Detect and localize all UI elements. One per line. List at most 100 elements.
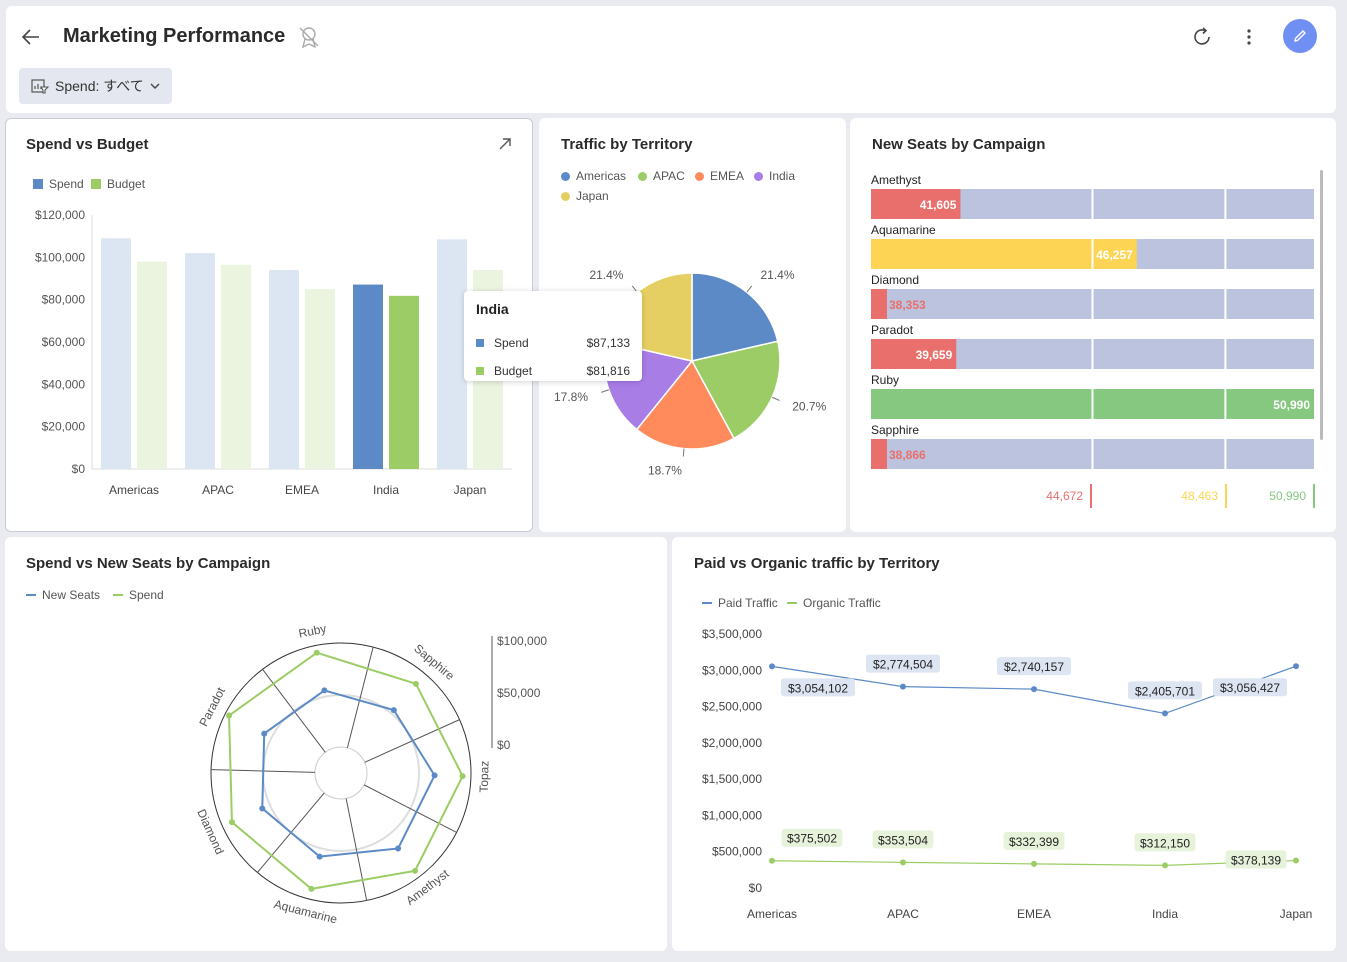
legend-spend-swatch <box>33 179 43 189</box>
data-label: $2,405,701 <box>1135 684 1195 698</box>
seats-bar <box>871 289 887 319</box>
data-label: $2,774,504 <box>873 658 933 672</box>
x-tick-label: APAC <box>202 483 234 497</box>
radar-point <box>390 707 397 714</box>
legend-dot <box>754 171 763 181</box>
arrow-left-icon <box>21 29 39 45</box>
data-label: $353,504 <box>878 833 928 847</box>
data-label: $375,502 <box>787 832 837 846</box>
new-seats-chart[interactable]: Amethyst 41,605 Aquamarine 46,257 Diamond 38,… <box>850 168 1336 518</box>
scrollbar[interactable] <box>1320 170 1323 440</box>
traffic-territory-title: Traffic by Territory <box>561 136 693 153</box>
legend-label: EMEA <box>710 169 745 183</box>
back-button[interactable] <box>18 24 44 50</box>
data-label: $378,139 <box>1231 854 1281 868</box>
edit-button[interactable] <box>1283 19 1317 53</box>
legend-emea[interactable]: EMEA <box>695 169 744 183</box>
data-label: $2,740,157 <box>1004 660 1064 674</box>
expand-arrow-icon <box>499 138 511 150</box>
bar-budget <box>305 289 335 469</box>
pie-slice-americas <box>691 272 779 362</box>
legend-spend-line-swatch <box>113 594 123 596</box>
bar-spend <box>269 270 299 469</box>
seats-value: 38,866 <box>889 448 926 462</box>
legend-dot <box>638 171 647 181</box>
radar-series-spend <box>228 651 464 890</box>
radar-scale-label: $50,000 <box>497 686 541 700</box>
radar-inner-ring <box>314 746 368 800</box>
tooltip-value: $87,133 <box>586 336 630 350</box>
data-label: $332,399 <box>1009 835 1059 849</box>
bar-budget <box>389 295 419 469</box>
campaign-label: Sapphire <box>871 423 919 437</box>
paid-organic-chart[interactable]: $0 $500,000 $1,000,000 $1,500,000 $2,000,000… <box>672 620 1336 930</box>
x-tick-label: India <box>373 483 399 497</box>
bar-budget <box>221 264 251 469</box>
data-label-bg <box>1213 678 1287 697</box>
more-options-button[interactable] <box>1238 24 1260 50</box>
bar-budget <box>137 261 167 469</box>
y-tick-label: $0 <box>749 881 763 895</box>
spend-filter-chip[interactable]: Spend: すべて <box>19 68 172 104</box>
tooltip-budget-swatch <box>476 367 484 375</box>
legend-paid-traffic[interactable]: Paid Traffic <box>702 596 778 610</box>
refresh-icon <box>1194 27 1210 45</box>
radar-point <box>313 649 320 656</box>
threshold-label: 50,990 <box>1269 489 1306 503</box>
radar-axis-label: Paradot <box>196 684 228 728</box>
line-point <box>1162 710 1168 717</box>
legend-apac[interactable]: APAC <box>638 169 685 183</box>
tooltip-value: $81,816 <box>586 364 630 378</box>
legend-americas[interactable]: Americas <box>561 169 626 183</box>
legend-organic-traffic[interactable]: Organic Traffic <box>787 596 881 610</box>
legend-budget[interactable]: Budget <box>91 177 145 191</box>
pie-leader-line <box>746 285 753 293</box>
bar-spend <box>437 239 467 469</box>
chart-tooltip: India Spend $87,133 Budget $81,816 <box>464 291 642 381</box>
radar-scale-label: $100,000 <box>497 634 547 648</box>
radar-spoke <box>346 646 374 748</box>
legend-spend[interactable]: Spend <box>33 177 84 191</box>
radar-point <box>321 687 328 694</box>
legend-dot <box>695 171 704 181</box>
pencil-icon <box>1294 30 1306 42</box>
radar-series-new-seats <box>261 689 436 858</box>
radar-point <box>259 805 266 812</box>
data-label-bg <box>781 678 855 697</box>
radar-scale-label: $0 <box>497 738 511 752</box>
spend-budget-chart[interactable]: $0 $20,000 $40,000 $60,000 $80,000 $100,000 $1… <box>5 200 533 510</box>
data-label-bg <box>1134 833 1196 852</box>
radar-spoke <box>345 798 368 901</box>
x-tick-label: Americas <box>747 907 797 921</box>
y-tick-label: $3,000,000 <box>702 663 762 677</box>
data-label-bg <box>1128 681 1202 700</box>
radar-point <box>395 845 402 852</box>
new-seats-title: New Seats by Campaign <box>872 136 1046 153</box>
legend-dot <box>561 171 570 181</box>
campaign-label: Ruby <box>871 373 899 387</box>
legend-spend-line[interactable]: Spend <box>113 588 164 602</box>
expand-button[interactable] <box>495 134 515 154</box>
radar-outer-ring <box>210 642 472 904</box>
line-point <box>900 859 906 866</box>
legend-label: Spend <box>49 177 84 191</box>
radar-axis-label: Topaz <box>477 760 492 792</box>
seats-value: 39,659 <box>916 348 953 362</box>
legend-japan[interactable]: Japan <box>561 189 609 203</box>
radar-card[interactable] <box>5 537 667 951</box>
refresh-button[interactable] <box>1189 24 1215 50</box>
legend-label: Americas <box>576 169 627 183</box>
certified-badge-icon[interactable] <box>296 24 322 50</box>
y-tick-label: $60,000 <box>42 335 86 349</box>
legend-new-seats[interactable]: New Seats <box>26 588 100 602</box>
tooltip-title: India <box>476 301 509 317</box>
paid-organic-card[interactable] <box>672 537 1336 951</box>
legend-india[interactable]: India <box>754 169 795 183</box>
radar-point <box>228 819 235 826</box>
tooltip-spend-swatch <box>476 339 484 347</box>
radar-spoke <box>262 669 326 753</box>
radar-chart[interactable]: SapphireTopazAmethystAquamarineDiamondPa… <box>5 610 667 940</box>
tooltip-label: Spend <box>494 336 529 350</box>
seats-bar <box>871 189 961 219</box>
radar-point <box>459 773 466 780</box>
